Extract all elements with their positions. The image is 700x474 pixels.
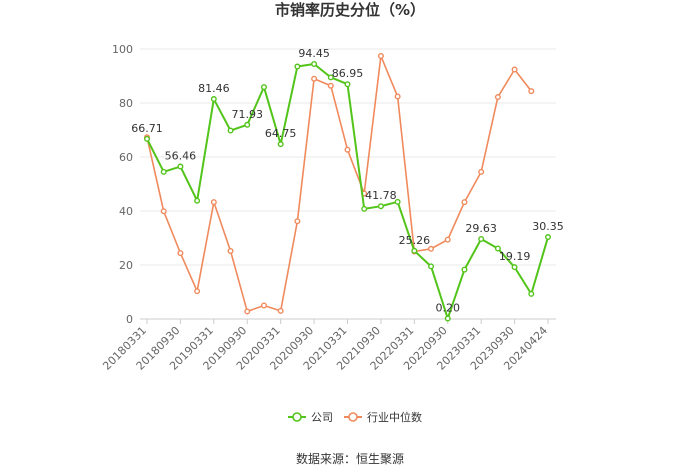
- data-point: [528, 290, 535, 297]
- y-tick-label: 0: [126, 313, 133, 326]
- data-label: 0.20: [436, 301, 461, 314]
- data-point: [494, 94, 501, 101]
- data-point: [210, 96, 217, 103]
- y-tick-label: 40: [119, 205, 133, 218]
- data-point: [377, 53, 384, 60]
- data-point: [277, 307, 284, 314]
- data-label: 56.46: [165, 150, 197, 163]
- data-point: [244, 121, 251, 128]
- data-point: [344, 81, 351, 88]
- data-label: 71.93: [232, 108, 264, 121]
- data-point: [461, 266, 468, 273]
- data-point: [227, 127, 234, 134]
- data-point: [528, 88, 535, 95]
- data-point: [444, 315, 451, 322]
- data-point: [260, 302, 267, 309]
- legend-label[interactable]: 公司: [311, 411, 333, 424]
- data-point: [327, 82, 334, 89]
- data-label: 25.26: [399, 234, 431, 247]
- data-point: [194, 288, 201, 295]
- data-point: [177, 163, 184, 170]
- data-point: [294, 218, 301, 225]
- y-tick-label: 80: [119, 97, 133, 110]
- data-point: [377, 203, 384, 210]
- data-point: [277, 141, 284, 148]
- y-tick-label: 20: [119, 259, 133, 272]
- data-point: [361, 205, 368, 212]
- data-point: [428, 245, 435, 252]
- chart-title: 市销率历史分位（%）: [275, 1, 425, 19]
- legend: 公司 行业中位数: [288, 410, 422, 424]
- y-tick-label: 60: [119, 151, 133, 164]
- data-label: 86.95: [332, 67, 364, 80]
- legend-label[interactable]: 行业中位数: [367, 410, 422, 424]
- legend-marker: [292, 412, 302, 422]
- data-point: [494, 245, 501, 252]
- data-label: 19.19: [499, 250, 531, 263]
- series-line-industry-median: [146, 55, 532, 313]
- data-point: [394, 198, 401, 205]
- data-point: [545, 234, 552, 241]
- data-point: [444, 236, 451, 243]
- data-point: [294, 63, 301, 70]
- y-axis-ticks: 0 20 40 60 80 100: [112, 43, 133, 326]
- data-point: [311, 60, 318, 67]
- data-label: 81.46: [198, 82, 230, 95]
- data-label: 66.71: [131, 122, 163, 135]
- data-point: [311, 75, 318, 82]
- data-point: [160, 168, 167, 175]
- data-label: 64.75: [265, 127, 297, 140]
- data-point: [177, 250, 184, 257]
- series-line-company: [146, 62, 549, 320]
- data-point: [411, 247, 418, 254]
- data-point: [478, 168, 485, 175]
- data-point: [210, 199, 217, 206]
- data-point: [511, 66, 518, 73]
- data-point: [461, 199, 468, 206]
- data-point: [394, 93, 401, 100]
- data-point: [428, 263, 435, 270]
- data-point: [227, 247, 234, 254]
- grid-lines: [140, 48, 556, 320]
- data-point: [327, 74, 334, 81]
- data-point: [260, 84, 267, 91]
- data-point: [511, 264, 518, 271]
- source-note: 数据来源：恒生聚源: [296, 451, 404, 466]
- x-axis: 2018033120180930201903312019093020200331…: [100, 319, 550, 373]
- data-point: [344, 146, 351, 153]
- data-point: [478, 235, 485, 242]
- data-point: [143, 135, 150, 142]
- data-label: 30.35: [532, 220, 564, 233]
- series-group: [143, 53, 552, 322]
- data-label: 29.63: [465, 222, 497, 235]
- data-point: [160, 208, 167, 215]
- data-point: [194, 197, 201, 204]
- legend-marker: [348, 412, 358, 422]
- data-label: 41.78: [365, 189, 397, 202]
- y-tick-label: 100: [112, 43, 133, 56]
- data-point: [244, 308, 251, 315]
- data-label: 94.45: [298, 47, 330, 60]
